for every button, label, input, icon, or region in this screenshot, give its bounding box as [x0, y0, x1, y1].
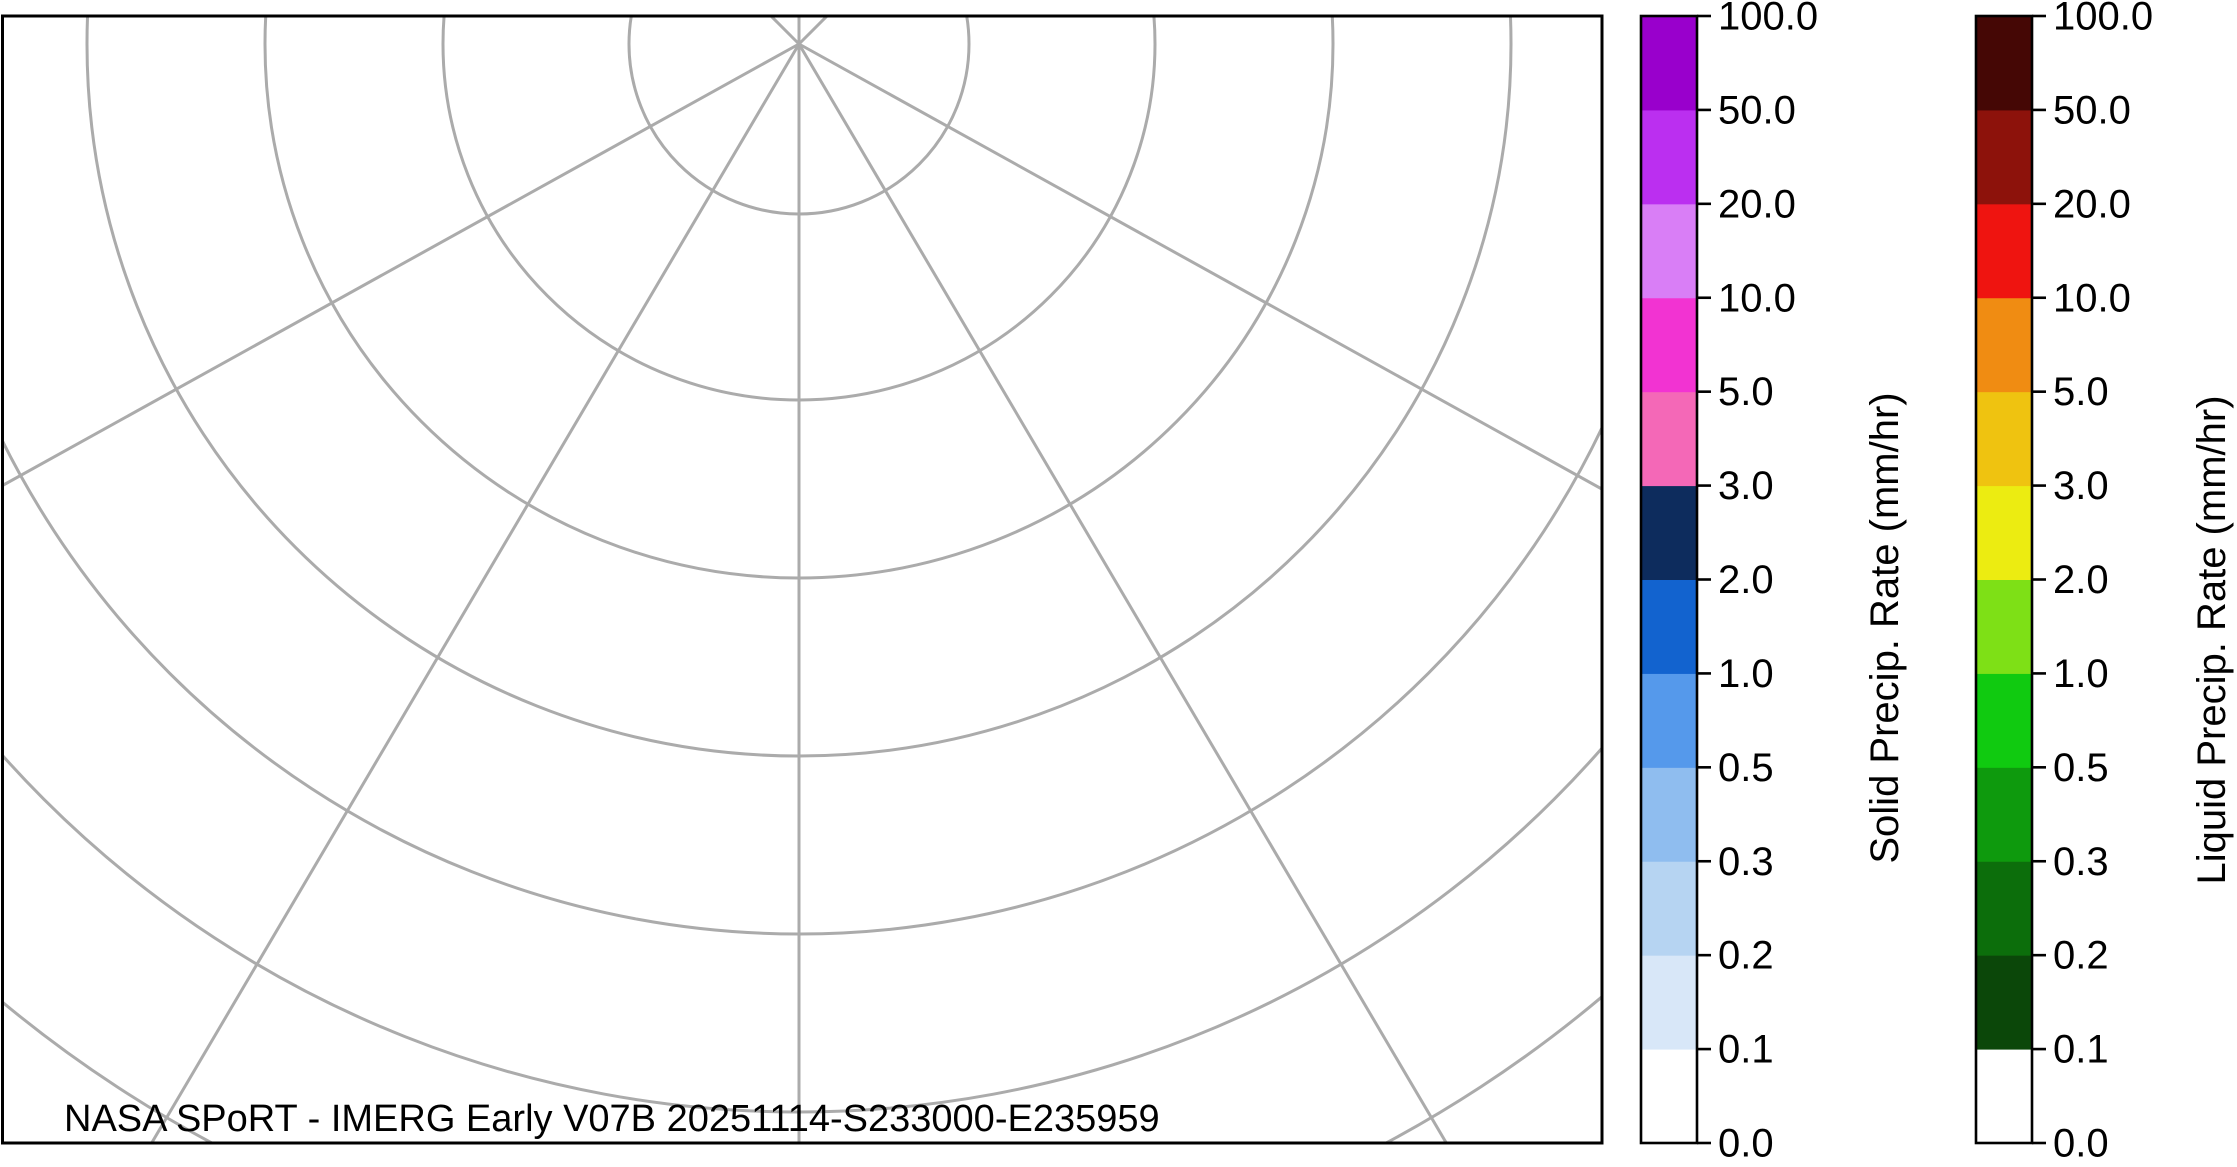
svg-text:2.0: 2.0: [2053, 558, 2109, 602]
svg-text:NASA SPoRT - IMERG Early V07B: NASA SPoRT - IMERG Early V07B 20251114-S…: [64, 1098, 1160, 1140]
svg-text:0.2: 0.2: [2053, 934, 2109, 978]
svg-text:0.0: 0.0: [2053, 1122, 2109, 1166]
svg-text:5.0: 5.0: [1718, 370, 1774, 414]
svg-text:20.0: 20.0: [1718, 182, 1796, 226]
svg-text:3.0: 3.0: [2053, 464, 2109, 508]
svg-text:2.0: 2.0: [1718, 558, 1774, 602]
svg-text:0.0: 0.0: [1718, 1122, 1774, 1166]
svg-text:0.1: 0.1: [2053, 1028, 2109, 1072]
svg-text:10.0: 10.0: [2053, 276, 2131, 320]
svg-text:100.0: 100.0: [2053, 0, 2153, 39]
svg-text:Solid Precip. Rate (mm/hr): Solid Precip. Rate (mm/hr): [1863, 392, 1907, 863]
svg-text:5.0: 5.0: [2053, 370, 2109, 414]
svg-text:20.0: 20.0: [2053, 182, 2131, 226]
svg-text:50.0: 50.0: [2053, 88, 2131, 132]
svg-text:0.1: 0.1: [1718, 1028, 1774, 1072]
svg-text:0.5: 0.5: [1718, 746, 1774, 790]
svg-text:1.0: 1.0: [2053, 652, 2109, 696]
svg-text:10.0: 10.0: [1718, 276, 1796, 320]
svg-text:0.5: 0.5: [2053, 746, 2109, 790]
svg-text:50.0: 50.0: [1718, 88, 1796, 132]
svg-text:0.3: 0.3: [1718, 840, 1774, 884]
svg-text:100.0: 100.0: [1718, 0, 1818, 39]
svg-text:3.0: 3.0: [1718, 464, 1774, 508]
svg-text:1.0: 1.0: [1718, 652, 1774, 696]
svg-text:0.3: 0.3: [2053, 840, 2109, 884]
svg-text:0.2: 0.2: [1718, 934, 1774, 978]
svg-text:Liquid Precip. Rate (mm/hr): Liquid Precip. Rate (mm/hr): [2190, 395, 2234, 884]
